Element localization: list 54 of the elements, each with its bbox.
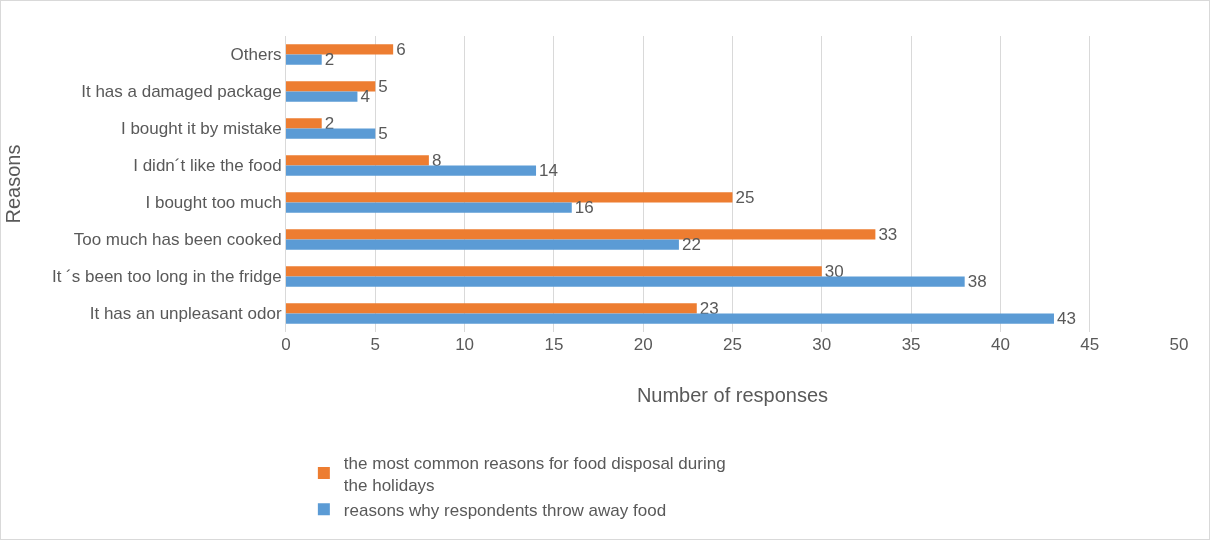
bar — [286, 165, 537, 176]
x-axis-title: Number of responses — [636, 384, 829, 406]
data-label: 30 — [824, 261, 844, 281]
bar — [286, 91, 358, 102]
bar — [286, 239, 679, 250]
x-tick-label: 45 — [1080, 335, 1100, 354]
y-tick-label: I bought too much — [145, 193, 282, 213]
bar — [286, 192, 733, 203]
x-tick-label: 10 — [455, 335, 475, 354]
bar — [286, 313, 1054, 324]
x-tick-label: 20 — [633, 335, 653, 354]
data-label: 2 — [324, 113, 335, 133]
y-axis-title: Reasons — [2, 144, 25, 224]
data-label: 22 — [681, 235, 701, 255]
data-label: 6 — [396, 39, 406, 59]
bar — [286, 276, 965, 287]
x-tick-label: 40 — [990, 335, 1010, 354]
data-label: 5 — [378, 76, 388, 96]
data-label: 25 — [735, 187, 755, 207]
bar — [286, 303, 697, 314]
legend-label: reasons why respondents throw away food — [343, 500, 667, 520]
data-label: 23 — [699, 298, 719, 318]
bar — [286, 81, 376, 92]
data-label: 43 — [1056, 309, 1076, 329]
y-tick-label: It ´s been too long in the fridge — [51, 267, 282, 287]
x-tick-label: 0 — [281, 335, 291, 354]
y-tick-label: Others — [230, 45, 282, 65]
data-label: 4 — [360, 87, 370, 107]
data-label: 14 — [539, 161, 558, 181]
x-tick-label: 50 — [1169, 335, 1189, 354]
y-tick-label: It has an unpleasant odor — [89, 304, 282, 324]
y-tick-label: I bought it by mistake — [120, 119, 282, 139]
data-label: 5 — [378, 124, 388, 144]
bar — [286, 44, 394, 55]
x-tick-label: 5 — [370, 335, 381, 354]
y-tick-label: It has a damaged package — [81, 82, 282, 102]
x-tick-label: 30 — [812, 335, 832, 354]
x-tick-label: 25 — [723, 335, 742, 354]
data-label: 38 — [967, 272, 987, 292]
y-tick-label: I didn´t like the food — [133, 156, 282, 176]
y-tick-label: Too much has been cooked — [73, 230, 282, 250]
data-label: 2 — [324, 50, 335, 70]
x-tick-label: 35 — [901, 335, 921, 354]
bar — [286, 128, 376, 139]
bar — [286, 202, 572, 213]
data-label: 16 — [574, 198, 594, 218]
bar — [286, 54, 322, 65]
bar — [286, 266, 822, 277]
x-tick-label: 15 — [544, 335, 564, 354]
data-label: 8 — [431, 150, 442, 170]
data-label: 33 — [878, 224, 898, 244]
bar — [286, 118, 322, 129]
bar — [286, 229, 876, 240]
bar — [286, 155, 429, 166]
